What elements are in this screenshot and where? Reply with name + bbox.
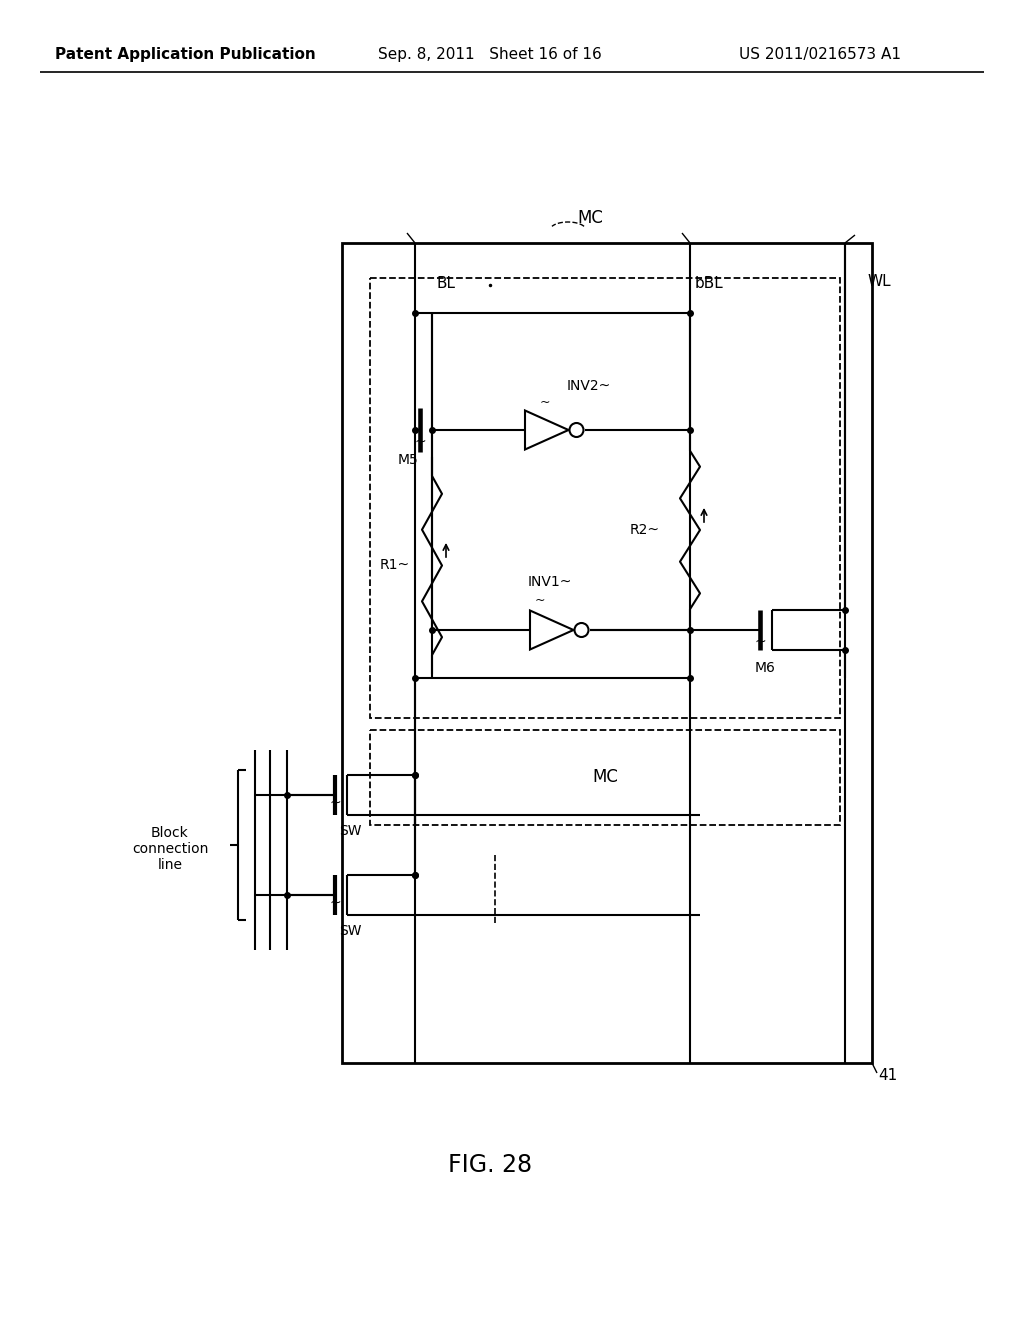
Text: 41: 41 (878, 1068, 897, 1082)
Text: ~: ~ (414, 436, 426, 449)
Text: ~: ~ (329, 796, 341, 810)
Bar (342, 243, 872, 1063)
Text: MC: MC (578, 209, 603, 227)
Text: FIG. 28: FIG. 28 (447, 1152, 532, 1177)
Text: M6: M6 (755, 661, 775, 675)
Text: INV1~: INV1~ (527, 576, 572, 589)
Text: SW: SW (339, 924, 361, 939)
Text: bBL: bBL (695, 276, 724, 290)
Text: connection: connection (132, 842, 208, 855)
Text: R1~: R1~ (380, 558, 410, 572)
Text: BL: BL (437, 276, 456, 290)
Text: line: line (158, 858, 182, 873)
Text: ~: ~ (329, 896, 341, 909)
Text: M5: M5 (397, 453, 419, 467)
Text: ~: ~ (755, 635, 766, 649)
Text: WL: WL (867, 273, 891, 289)
Text: MC: MC (592, 768, 617, 785)
Text: US 2011/0216573 A1: US 2011/0216573 A1 (739, 48, 901, 62)
Text: ~: ~ (535, 594, 545, 606)
Text: Patent Application Publication: Patent Application Publication (54, 48, 315, 62)
Text: SW: SW (339, 824, 361, 838)
Text: R2~: R2~ (630, 523, 660, 537)
Text: ~: ~ (540, 396, 550, 408)
Text: Sep. 8, 2011   Sheet 16 of 16: Sep. 8, 2011 Sheet 16 of 16 (378, 48, 602, 62)
Bar (370, 730, 840, 825)
Text: INV2~: INV2~ (567, 379, 611, 393)
Text: Block: Block (152, 826, 188, 840)
Bar (370, 279, 840, 718)
